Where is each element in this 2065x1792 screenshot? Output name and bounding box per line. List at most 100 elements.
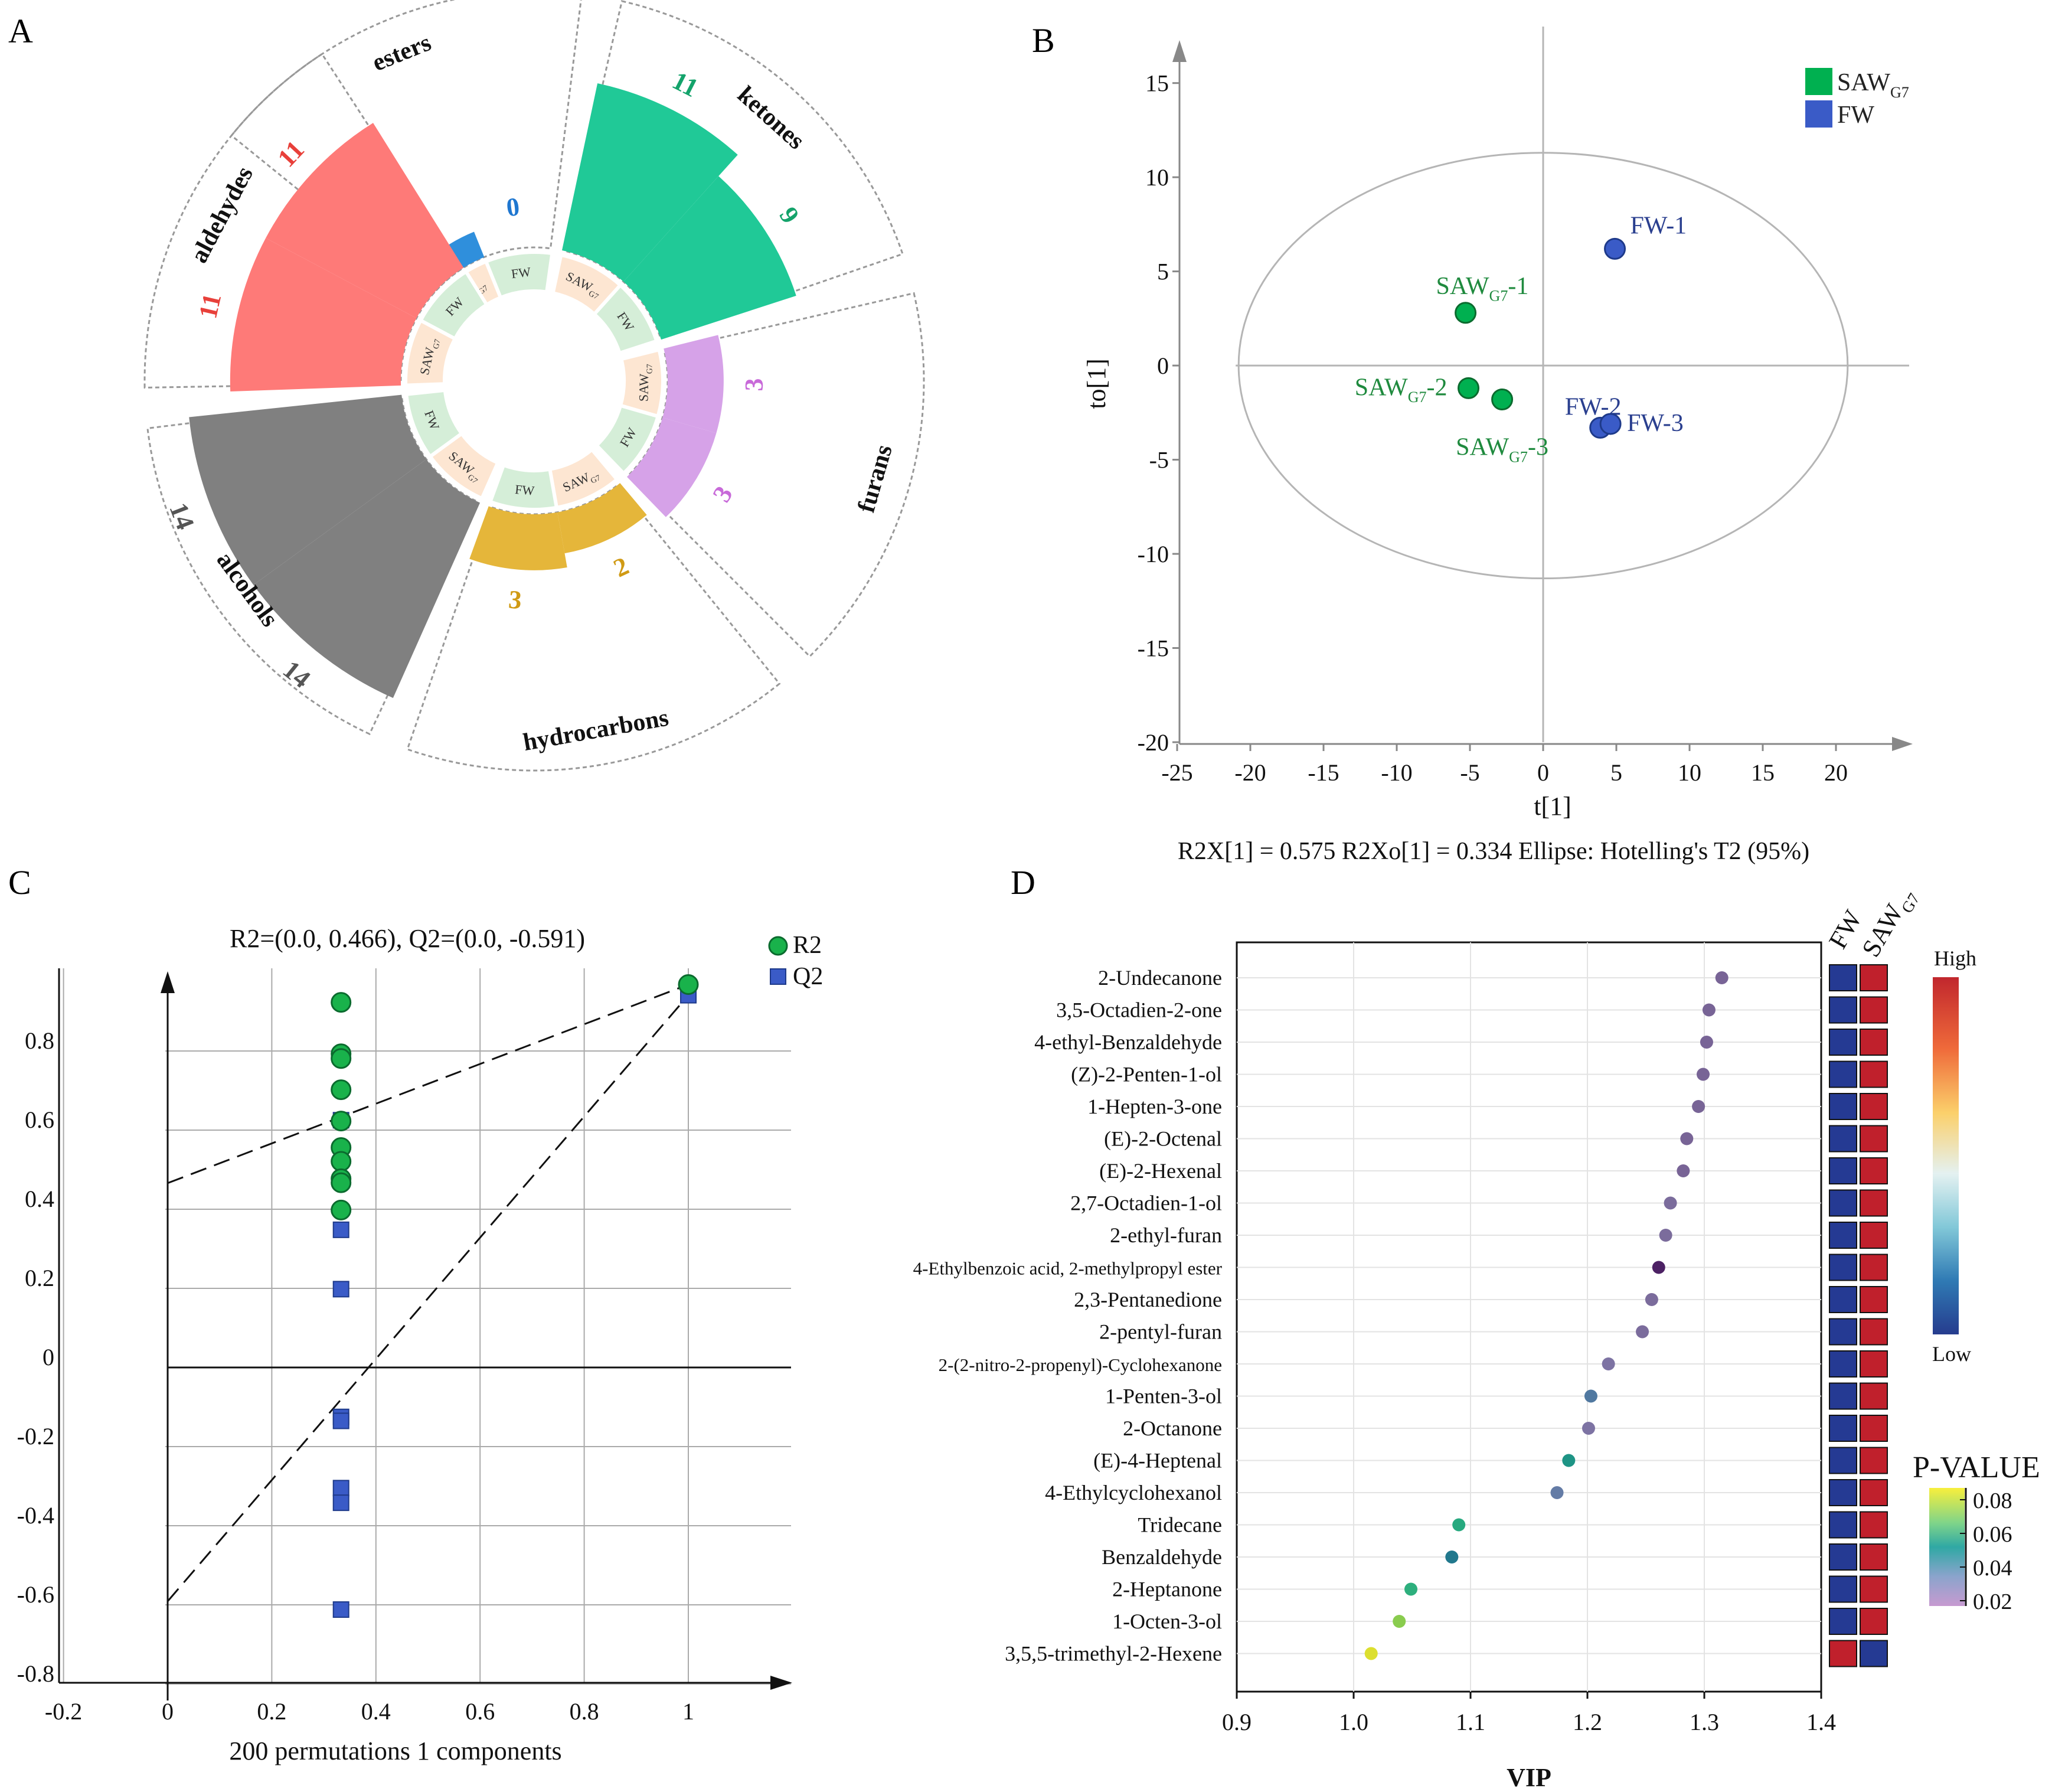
y-tick-label: 0 (1157, 352, 1169, 379)
pvalue-tick-label: 0.02 (1973, 1589, 2012, 1614)
panel-d-vip-plot: 0.9 1.0 1.1 1.2 1.3 1.4 VIP 2-Undecanone 3,5-Oct… (913, 890, 2040, 1792)
bar-sawg7-alcohols (253, 459, 481, 698)
compound-label: 4-ethyl-Benzaldehyde (1034, 1030, 1222, 1054)
y-tick-label: 0.4 (25, 1186, 54, 1212)
bar-fw-hydrocarbons (469, 506, 567, 570)
x-tick-label: 1.2 (1573, 1709, 1602, 1735)
pvalue-tick-label: 0.08 (1973, 1489, 2012, 1513)
heatmap-cell-fw (1829, 1318, 1857, 1346)
vip-point (1550, 1486, 1564, 1499)
vip-point (1692, 1100, 1705, 1113)
ring-label-saw-ketones-sub: G7 (587, 289, 600, 301)
heatmap-cell-fw (1829, 1029, 1857, 1056)
panel-label-d: D (1011, 863, 1035, 902)
pvalue-tick-label: 0.06 (1973, 1522, 2012, 1547)
heatmap-cell-fw (1829, 996, 1857, 1024)
legend-label-r2: R2 (793, 932, 822, 959)
x-tick-label: 0.4 (361, 1698, 391, 1725)
compound-label: 1-Penten-3-ol (1105, 1385, 1222, 1408)
heatmap-cell-saw (1860, 1029, 1888, 1056)
legend-swatch-r2 (768, 936, 788, 956)
x-tick-label: -25 (1161, 759, 1192, 786)
category-frame-aldehydes (143, 53, 463, 389)
y-tick-label: -0.2 (17, 1423, 54, 1450)
legend-swatch-saw (1805, 68, 1832, 95)
y-tick-label: 10 (1145, 164, 1169, 191)
pvalue-legend-title: P-VALUE (1913, 1451, 2040, 1484)
x-tick-label: 0.8 (570, 1698, 599, 1725)
compound-label: 3,5-Octadien-2-one (1056, 998, 1222, 1022)
heatmap-cell-saw (1860, 1640, 1888, 1667)
vip-point (1715, 971, 1729, 984)
heatmap-cell-fw (1829, 1060, 1857, 1088)
compound-label: 2-Heptanone (1112, 1578, 1222, 1601)
inner-ring-fw-furans (594, 403, 661, 476)
pvalue-colorbar (1929, 1488, 1965, 1606)
heatmap-cell-saw (1860, 1093, 1888, 1120)
x-axis-title: t[1] (1534, 792, 1571, 821)
panel-label-c: C (8, 863, 31, 902)
category-frame-hydrocarbons (406, 483, 781, 772)
compound-label: 1-Hepten-3-one (1087, 1095, 1222, 1118)
y-tick-label: -15 (1138, 635, 1169, 662)
ring-label-saw-aldehydes-sub: G7 (431, 338, 442, 350)
y-axis-title: to[1] (1082, 358, 1111, 409)
r2-point (331, 1111, 352, 1132)
ring-label-saw-furans: SAWG7 (636, 364, 654, 402)
vip-point (1562, 1454, 1576, 1467)
heatmap-cell-fw (1829, 1222, 1857, 1249)
compound-label: 3,5,5-trimethyl-2-Hexene (1005, 1642, 1222, 1666)
x-tick-label: 1.1 (1456, 1709, 1485, 1735)
r2-point (678, 974, 699, 995)
point-label-3-sub: G7 (1509, 448, 1528, 465)
category-frame-alcohols (146, 396, 479, 736)
heatmap-cell-saw (1860, 1511, 1888, 1539)
vip-point (1652, 1261, 1665, 1274)
heatmap-cell-saw (1860, 1447, 1888, 1474)
compound-label: 4-Ethylbenzoic acid, 2-methylpropyl este… (913, 1258, 1223, 1279)
x-tick-label: 1.3 (1690, 1709, 1719, 1735)
heatmap-cell-fw (1829, 1415, 1857, 1442)
y-tick-label: -0.8 (17, 1660, 54, 1687)
ring-label-saw-furans-main: SAW (636, 374, 651, 402)
heatmap-cell-saw (1860, 1575, 1888, 1603)
y-tick-label: -10 (1138, 541, 1169, 567)
heatmap-cell-fw (1829, 964, 1857, 991)
compound-label: Benzaldehyde (1102, 1545, 1222, 1569)
category-frame-esters (230, 0, 582, 298)
score-point-sawg7 (1455, 302, 1477, 324)
heatmap-cell-fw (1829, 1382, 1857, 1410)
x-axis-title: VIP (1507, 1763, 1551, 1792)
point-label-3: SAWG7-3 (1456, 434, 1548, 466)
point-label-6: FW-3 (1627, 410, 1684, 437)
plot-frame (1236, 941, 1822, 1693)
heatmap-cell-saw (1860, 1382, 1888, 1410)
point-label-3-suffix: -3 (1528, 434, 1548, 461)
heatmap-cell-saw (1860, 1189, 1888, 1217)
heatmap-cell-fw (1829, 1125, 1857, 1153)
heatmap-cell-fw (1829, 1511, 1857, 1539)
vip-point (1677, 1164, 1690, 1177)
category-frame-furans (627, 292, 925, 658)
heatmap-cell-saw (1860, 1608, 1888, 1635)
heatmap-cell-saw (1860, 996, 1888, 1024)
compound-label: 2-pentyl-furan (1099, 1320, 1222, 1344)
heatmap-cell-saw (1860, 1286, 1888, 1313)
x-tick-label: 15 (1751, 759, 1775, 786)
compound-label: 4-Ethylcyclohexanol (1045, 1481, 1222, 1504)
point-label-3-main: SAW (1456, 434, 1509, 461)
ring-label-saw-hydrocarbons-sub: G7 (589, 473, 602, 485)
vip-point (1404, 1582, 1418, 1596)
x-axis-arrow (770, 1676, 792, 1690)
regression-line-q2 (166, 994, 690, 1602)
panel-label-b: B (1032, 21, 1055, 60)
compound-label: 2-Undecanone (1098, 966, 1222, 990)
heatmap-cell-fw (1829, 1254, 1857, 1281)
vip-point (1659, 1229, 1672, 1242)
heatmap-cell-fw (1829, 1189, 1857, 1217)
vip-point (1645, 1293, 1658, 1306)
vip-point (1664, 1196, 1677, 1210)
vip-point (1700, 1036, 1713, 1049)
inner-ring-fw-esters (483, 250, 554, 300)
